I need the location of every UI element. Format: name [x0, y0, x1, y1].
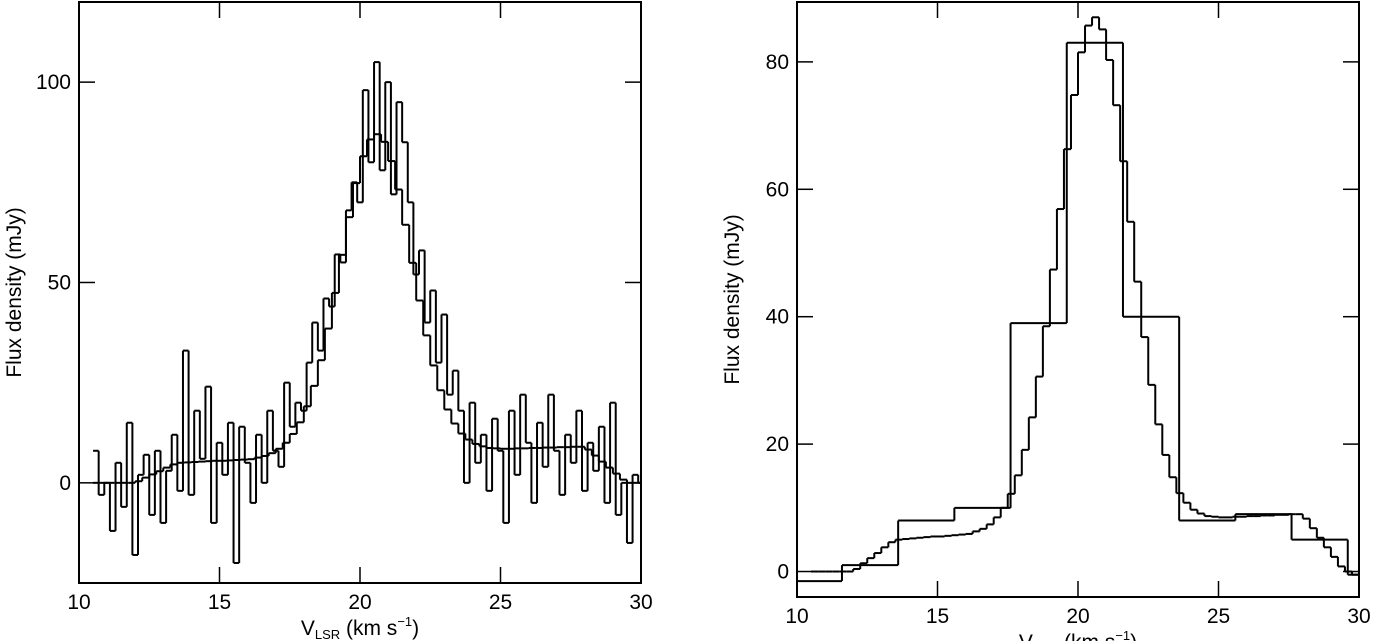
- x-label-sup: −1: [1115, 628, 1130, 641]
- x-label-end: ): [1130, 631, 1137, 641]
- panel: 10 15 20 25 30 0 20 40 60 80 Flux density (mJy) VLS…: [721, 1, 1371, 641]
- panel: 10 15 20 25 30 0 50 100 Flux density (mJy) VLSR (…: [3, 1, 653, 641]
- x-tick-label: 25: [1207, 605, 1230, 628]
- plot-area: [797, 16, 1359, 583]
- y-tick-label: 0: [59, 472, 71, 495]
- y-tick-label: 40: [766, 306, 789, 329]
- x-tick-label: 30: [1347, 605, 1370, 628]
- y-axis-label: Flux density (mJy): [3, 207, 26, 377]
- y-tick-label: 60: [766, 178, 789, 201]
- x-label-end: ): [412, 617, 419, 640]
- x-tick-label: 15: [926, 605, 949, 628]
- y-tick-label: 50: [48, 271, 71, 294]
- x-tick-label: 20: [348, 591, 371, 614]
- x-tick-label: 10: [785, 605, 808, 628]
- x-axis-label: VLSR (km s−1): [301, 614, 419, 641]
- x-label-main: V: [1019, 631, 1033, 641]
- y-tick-label: 0: [777, 561, 789, 584]
- x-label-unit: (km s: [1058, 631, 1115, 641]
- x-label-unit: (km s: [340, 617, 397, 640]
- y-tick-label: 100: [36, 71, 71, 94]
- x-tick-label: 30: [629, 591, 652, 614]
- y-tick-label: 80: [766, 51, 789, 74]
- frame: [78, 1, 642, 584]
- x-tick-label: 15: [208, 591, 231, 614]
- x-label-sup: −1: [397, 614, 412, 629]
- plot-area: [93, 61, 641, 564]
- y-axis-label: Flux density (mJy): [721, 214, 744, 384]
- x-tick-label: 25: [489, 591, 512, 614]
- x-tick-label: 10: [67, 591, 90, 614]
- x-label-sub: LSR: [315, 627, 340, 641]
- x-axis-label: VLSR (km s−1): [1019, 628, 1137, 641]
- x-tick-label: 20: [1066, 605, 1089, 628]
- x-label-main: V: [301, 617, 315, 640]
- y-tick-label: 20: [766, 433, 789, 456]
